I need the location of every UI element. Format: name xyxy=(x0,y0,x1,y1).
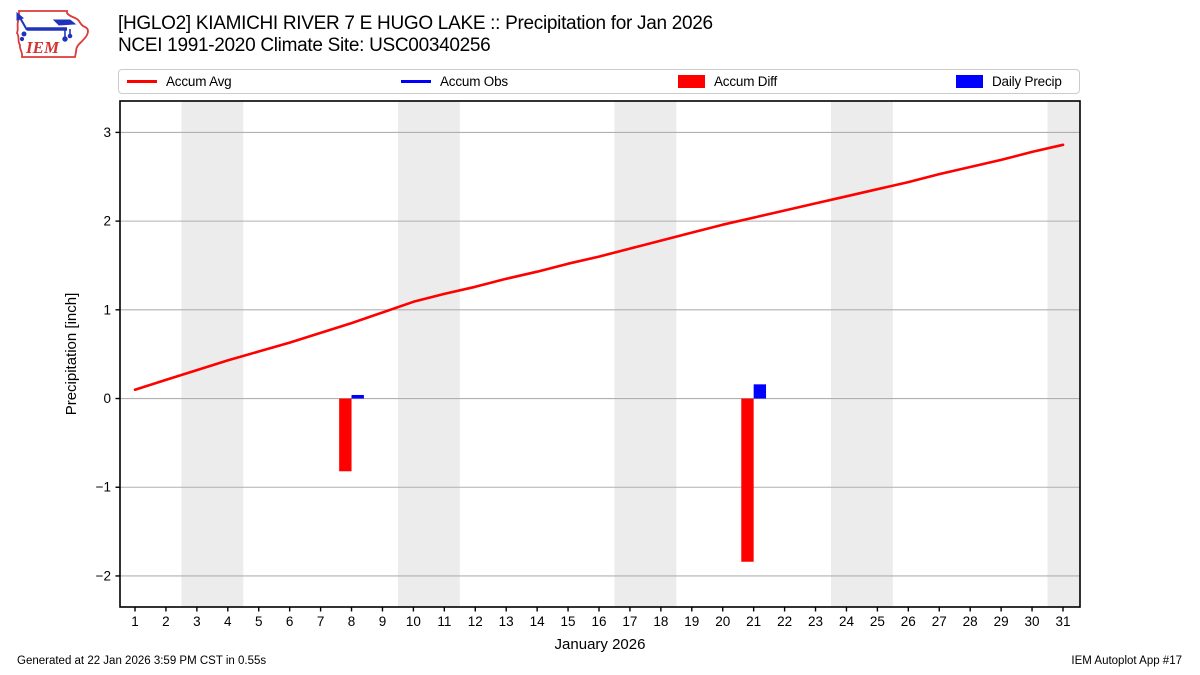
bar xyxy=(351,394,364,399)
x-tick-label: 15 xyxy=(561,614,576,629)
y-tick-label: 3 xyxy=(103,125,111,140)
y-axis-label: Precipitation [inch] xyxy=(63,293,80,416)
bar xyxy=(741,398,754,562)
weather-vane-icon xyxy=(16,11,77,42)
weekend-band xyxy=(1047,101,1080,607)
x-tick-label: 29 xyxy=(994,614,1009,629)
accum-diff-bars xyxy=(339,398,754,562)
bar xyxy=(753,384,767,399)
page-subtitle: NCEI 1991-2020 Climate Site: USC00340256 xyxy=(118,35,491,56)
x-tick-label: 24 xyxy=(839,614,855,629)
weekend-band xyxy=(181,101,244,607)
x-tick-label: 4 xyxy=(224,614,232,629)
legend-label: Accum Avg xyxy=(166,74,232,89)
x-axis-label: January 2026 xyxy=(555,636,646,653)
x-tick-label: 27 xyxy=(932,614,947,629)
x-tick-label: 28 xyxy=(963,614,978,629)
legend-label: Accum Obs xyxy=(440,74,508,89)
iem-logo-text: IEM xyxy=(25,38,60,57)
x-tick-label: 22 xyxy=(777,614,792,629)
x-tick-label: 18 xyxy=(653,614,668,629)
page-title: [HGLO2] KIAMICHI RIVER 7 E HUGO LAKE :: … xyxy=(118,13,713,34)
legend-item-accum-diff: Accum Diff xyxy=(678,70,777,93)
weekend-band xyxy=(614,101,677,607)
x-axis: 1 2 3 4 5 6 7 8 9 10 11 12 13 14 15 16 17 18 19 20 21 22 23 24 2… xyxy=(131,607,1071,653)
gridlines xyxy=(120,131,1080,577)
x-tick-label: 10 xyxy=(406,614,421,629)
legend: Accum Avg Accum Obs Accum Diff Daily Pre… xyxy=(118,69,1080,94)
bar xyxy=(339,398,352,472)
x-tick-label: 11 xyxy=(437,614,451,629)
x-tick-label: 23 xyxy=(808,614,823,629)
x-tick-label: 25 xyxy=(870,614,885,629)
x-tick-label: 30 xyxy=(1025,614,1040,629)
accum-obs-line-swatch-icon xyxy=(401,80,431,83)
accum-avg-line-swatch-icon xyxy=(127,80,157,83)
iowa-outline-icon xyxy=(15,10,89,58)
x-tick-label: 2 xyxy=(162,614,170,629)
daily-precip-bars xyxy=(351,384,767,399)
legend-label: Accum Diff xyxy=(714,74,778,89)
legend-label: Daily Precip xyxy=(992,74,1062,89)
x-tick-label: 31 xyxy=(1055,614,1070,629)
iem-logo: IEM xyxy=(15,10,89,58)
accum-avg-line xyxy=(133,143,1065,392)
weekend-band xyxy=(397,101,460,607)
legend-item-accum-obs: Accum Obs xyxy=(401,70,508,93)
x-tick-label: 17 xyxy=(622,614,637,629)
x-tick-label: 13 xyxy=(499,614,514,629)
weekend-bands xyxy=(181,101,1080,607)
y-axis: −2 −1 0 1 2 3 Precipitation [inch] xyxy=(63,125,120,583)
y-tick-label: −1 xyxy=(96,480,111,495)
y-tick-label: 2 xyxy=(103,214,111,229)
x-tick-label: 9 xyxy=(379,614,387,629)
daily-precip-bar-swatch-icon xyxy=(956,75,983,88)
x-tick-label: 19 xyxy=(684,614,699,629)
legend-item-daily-precip: Daily Precip xyxy=(956,70,1062,93)
x-tick-label: 20 xyxy=(715,614,730,629)
legend-item-accum-avg: Accum Avg xyxy=(127,70,232,93)
x-tick-label: 6 xyxy=(286,614,294,629)
x-tick-label: 8 xyxy=(348,614,356,629)
x-tick-label: 1 xyxy=(131,614,139,629)
x-tick-label: 21 xyxy=(746,614,761,629)
app-credit: IEM Autoplot App #17 xyxy=(1071,655,1182,667)
accum-diff-bar-swatch-icon xyxy=(678,75,705,88)
y-tick-label: −2 xyxy=(96,568,111,583)
x-tick-label: 12 xyxy=(468,614,483,629)
generated-timestamp: Generated at 22 Jan 2026 3:59 PM CST in … xyxy=(17,655,267,667)
y-tick-label: 0 xyxy=(103,391,111,406)
plot-frame xyxy=(119,100,1081,608)
header: IEM [HGLO2] KIAMICHI RIVER 7 E HUGO LAKE… xyxy=(0,0,1200,66)
x-tick-label: 14 xyxy=(530,614,546,629)
x-tick-label: 16 xyxy=(591,614,606,629)
x-tick-label: 5 xyxy=(255,614,263,629)
x-tick-label: 26 xyxy=(901,614,916,629)
y-tick-label: 1 xyxy=(103,302,111,317)
x-tick-label: 3 xyxy=(193,614,201,629)
weekend-band xyxy=(830,101,893,607)
x-tick-label: 7 xyxy=(317,614,325,629)
